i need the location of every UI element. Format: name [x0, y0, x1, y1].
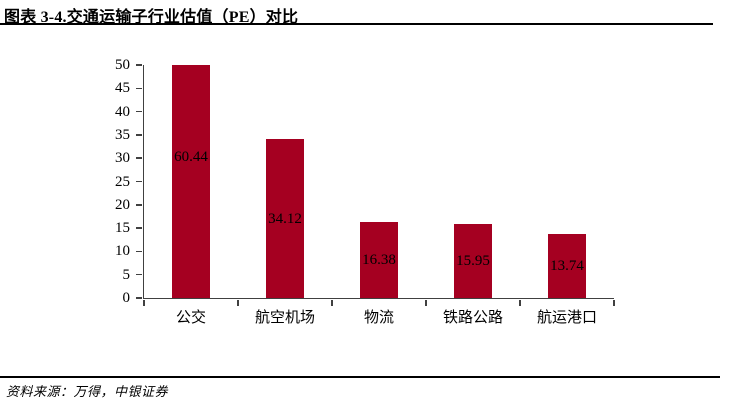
y-axis-tick [136, 297, 142, 299]
x-axis-tick [331, 300, 333, 306]
y-axis-tick-label: 5 [122, 266, 131, 283]
y-axis-tick [136, 110, 142, 113]
x-axis-tick [613, 300, 615, 306]
y-axis-tick [136, 87, 142, 90]
y-axis-tick [136, 134, 142, 136]
chart-bar [548, 233, 586, 298]
y-axis-tick-label: 50 [115, 57, 130, 73]
x-axis-tick [237, 300, 239, 306]
y-axis-tick-label: 45 [115, 80, 130, 97]
y-axis-tick [136, 157, 142, 159]
y-axis-tick-label: 0 [122, 290, 131, 306]
y-axis-tick-label: 40 [115, 103, 130, 120]
y-axis-tick [136, 227, 142, 229]
chart-bar [454, 223, 492, 298]
y-axis-tick [136, 250, 142, 253]
y-axis-tick [136, 204, 142, 206]
x-axis-category-label: 公交 [175, 310, 206, 326]
bar-value-label: 15.95 [456, 252, 490, 269]
x-axis-category-label: 物流 [363, 310, 394, 326]
bar-value-label: 34.12 [268, 210, 302, 227]
y-axis-tick [136, 180, 142, 183]
figure-title: 图表 3-4.交通运输子行业估值（PE）对比 [4, 9, 299, 26]
y-axis-tick-label: 20 [115, 196, 130, 213]
source-note: 资料来源：万得，中银证券 [6, 384, 169, 399]
y-axis-tick-label: 35 [115, 126, 130, 143]
y-axis-tick-label: 10 [115, 243, 130, 260]
bar-value-label: 60.44 [174, 149, 208, 166]
bar-value-label: 16.38 [362, 251, 396, 268]
bar-value-label: 13.74 [550, 257, 584, 274]
title-rule [0, 23, 713, 25]
y-axis-tick [136, 64, 142, 66]
y-axis-tick-label: 30 [115, 150, 130, 167]
x-axis-category-label: 铁路公路 [442, 310, 503, 326]
x-axis-category-label: 航运港口 [536, 310, 597, 326]
chart-bar [172, 65, 210, 298]
x-axis-tick [519, 300, 521, 306]
x-axis-tick [143, 300, 145, 306]
x-axis-category-label: 航空机场 [254, 310, 315, 326]
y-axis-tick-label: 15 [115, 220, 130, 237]
chart-bar [266, 139, 304, 298]
plot-area: 0 5 10 15 20 25 30 35 40 45 50 60.44 公交 34.12 航空机场 16.3… [115, 58, 615, 326]
x-axis-tick [425, 300, 427, 306]
footer-rule [0, 376, 720, 378]
y-axis-tick [136, 273, 142, 276]
y-axis-tick-label: 25 [115, 173, 130, 190]
chart-bar [360, 221, 398, 298]
